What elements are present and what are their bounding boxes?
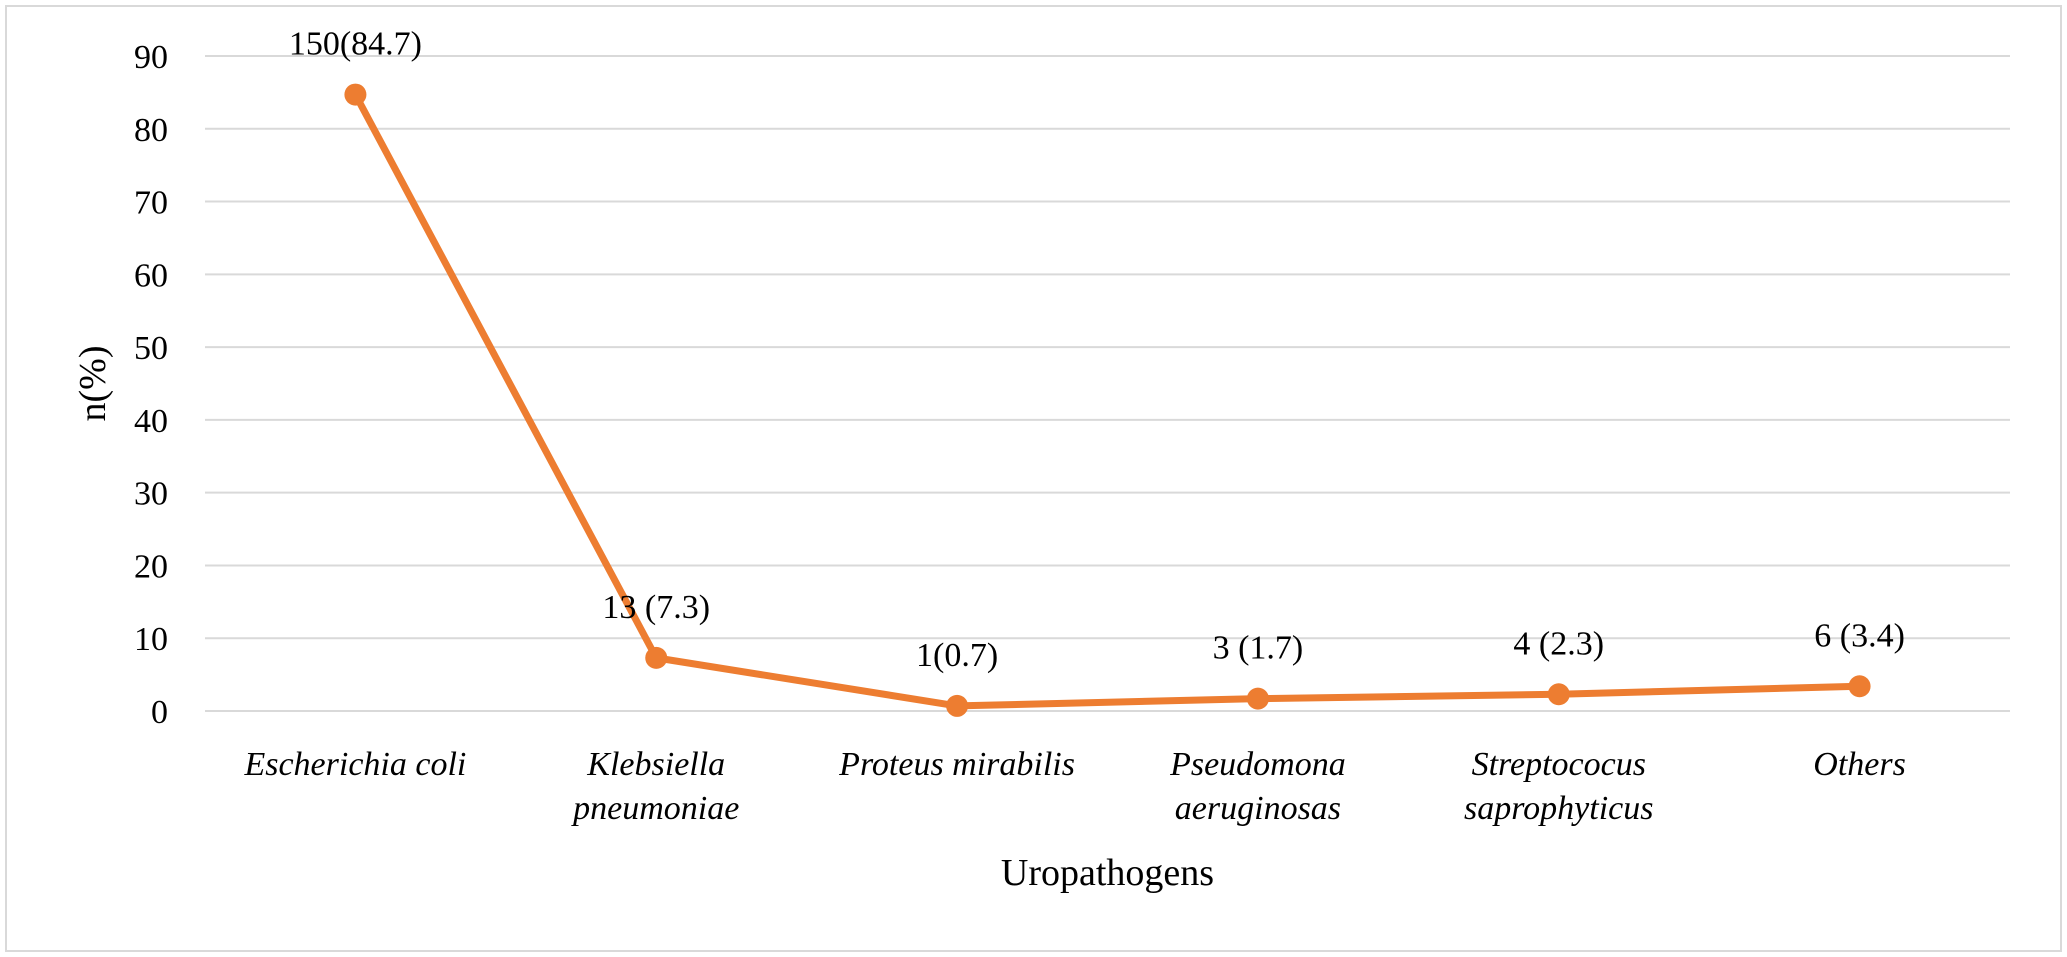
data-label: 4 (2.3): [1513, 625, 1604, 662]
x-tick-label-line: saprophyticus: [1464, 790, 1654, 827]
y-tick-label: 70: [134, 185, 168, 222]
series-line: [351, 91, 1864, 710]
y-tick-label: 50: [134, 330, 168, 367]
x-axis-title: Uropathogens: [1001, 852, 1214, 894]
x-tick-label-line: Streptococus: [1472, 746, 1646, 783]
data-point: [946, 694, 969, 717]
data-label: 13 (7.3): [602, 589, 710, 626]
x-tick-label: Proteus mirabilis: [838, 746, 1075, 783]
y-tick-label: 40: [134, 403, 168, 440]
data-label: 6 (3.4): [1814, 617, 1905, 654]
y-axis-ticks: 0 10 20 30 40 50 60 70 80 90: [134, 39, 168, 731]
data-labels: 150(84.7) 13 (7.3) 1(0.7) 3 (1.7) 4 (2.3) 6 (…: [289, 26, 1905, 674]
chart-frame: [5, 5, 2062, 952]
y-tick-label: 20: [134, 548, 168, 585]
x-tick-label: Klebsiella pneumoniae: [571, 746, 739, 827]
x-tick-label-line: Klebsiella: [586, 746, 725, 783]
x-tick-label-line: Proteus mirabilis: [838, 746, 1075, 783]
series: [344, 83, 1871, 717]
x-tick-label-line: aeruginosas: [1175, 790, 1341, 827]
x-tick-label-line: Pseudomona: [1169, 746, 1346, 783]
data-label: 3 (1.7): [1213, 630, 1304, 667]
data-point: [344, 83, 367, 106]
y-tick-label: 30: [134, 476, 168, 513]
data-point: [645, 646, 668, 669]
y-tick-label: 90: [134, 39, 168, 76]
x-axis-ticks: Escherichia coli Klebsiella pneumoniae Prot…: [243, 746, 1905, 827]
gridlines: [205, 55, 2010, 712]
x-tick-label-line: pneumoniae: [571, 790, 739, 827]
x-tick-label-line: Escherichia coli: [243, 746, 466, 783]
y-tick-label: 10: [134, 621, 168, 658]
y-tick-label: 80: [134, 112, 168, 149]
x-tick-label-line: Others: [1813, 746, 1906, 783]
x-tick-label: Others: [1813, 746, 1906, 783]
data-point: [1848, 675, 1871, 698]
y-tick-label: 60: [134, 257, 168, 294]
x-tick-label: Pseudomona aeruginosas: [1169, 746, 1346, 827]
x-tick-label: Streptococus saprophyticus: [1464, 746, 1654, 827]
y-tick-label: 0: [151, 694, 168, 731]
data-label: 1(0.7): [916, 637, 998, 674]
data-point: [1246, 687, 1269, 710]
y-axis-title: n(%): [72, 346, 114, 422]
data-point: [1547, 683, 1570, 706]
data-label: 150(84.7): [289, 26, 422, 63]
x-tick-label: Escherichia coli: [243, 746, 466, 783]
